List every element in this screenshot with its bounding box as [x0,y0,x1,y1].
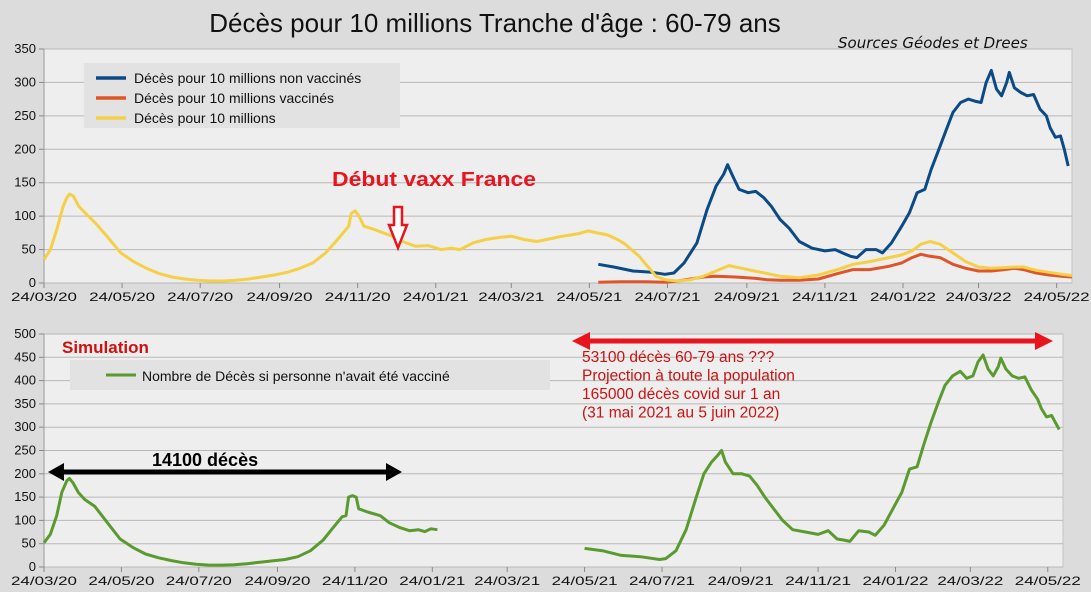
y-tick-label: 0 [29,559,36,574]
x-tick-label: 24/03/22 [946,290,1012,304]
x-tick-label: 24/07/20 [166,574,232,588]
annotation-debut-vaxx: Début vaxx France [332,169,536,191]
x-tick-label: 24/07/21 [629,574,695,588]
x-tick-label: 24/09/21 [708,574,774,588]
arrow-left-icon [572,332,590,350]
x-tick-label: 24/03/21 [478,290,544,304]
x-tick-label: 24/05/21 [556,290,622,304]
down-arrow-icon [387,205,409,252]
y-tick-label: 150 [14,489,36,504]
y-tick-label: 0 [29,275,36,290]
y-tick-label: 450 [14,349,36,364]
x-tick-label: 24/03/21 [474,574,540,588]
arrow-right-icon [386,463,402,481]
x-tick-label: 24/05/22 [1024,290,1090,304]
series-line-non_vaccines [598,68,1070,276]
x-tick-label: 24/05/20 [88,574,154,588]
x-tick-label: 24/09/21 [714,290,780,304]
y-tick-label: 250 [14,443,36,458]
arrow-left-icon [48,463,64,481]
y-tick-label: 300 [14,74,36,89]
annotation-projection-line: 53100 décès 60-79 ans ??? [582,349,775,366]
x-tick-label: 24/11/21 [785,574,851,588]
x-tick-label: 24/03/20 [11,290,77,304]
y-tick-label: 350 [14,396,36,411]
x-tick-label: 24/05/22 [1015,574,1081,588]
legend-label: Décès pour 10 millions [134,110,276,126]
x-tick-label: 24/01/22 [862,574,928,588]
x-tick-label: 24/03/20 [11,574,77,588]
arrow-right-icon [1035,332,1053,350]
x-tick-label: 24/07/21 [634,290,700,304]
chart-title: Décès pour 10 millions Tranche d'âge : 6… [209,8,781,38]
x-tick-label: 24/11/20 [322,574,388,588]
y-tick-label: 250 [14,108,36,123]
y-tick-label: 100 [14,512,36,527]
legend-label: Nombre de Décès si personne n'avait été … [142,368,450,384]
x-tick-label: 24/11/21 [792,290,858,304]
x-tick-label: 24/09/20 [247,290,313,304]
x-tick-label: 24/01/22 [870,290,936,304]
y-tick-label: 100 [14,208,36,223]
series-line-total [42,192,1073,283]
x-tick-label: 24/01/21 [403,290,469,304]
y-tick-label: 150 [14,175,36,190]
annotation-projection-line: (31 mai 2021 au 5 juin 2022) [582,405,779,422]
x-tick-label: 24/11/20 [325,290,391,304]
simulation-label: Simulation [62,338,149,357]
x-tick-label: 24/05/21 [552,574,618,588]
y-tick-label: 200 [14,466,36,481]
series-line-simulation [584,353,1061,561]
y-tick-label: 300 [14,419,36,434]
y-tick-label: 350 [14,41,36,56]
y-tick-label: 400 [14,373,36,388]
y-tick-label: 50 [22,242,36,257]
x-tick-label: 24/09/20 [244,574,310,588]
legend-box-simulation [70,360,550,390]
legend-box [84,63,400,128]
annotation-projection-line: Projection à toute la population [582,368,795,385]
series-line-simulation [42,477,438,567]
legend-label: Décès pour 10 millions non vaccinés [134,70,361,86]
annotation-14100: 14100 décès [152,450,258,470]
y-tick-label: 50 [22,536,36,551]
x-tick-label: 24/01/21 [399,574,465,588]
x-tick-label: 24/07/20 [167,290,233,304]
x-tick-label: 24/05/20 [89,290,155,304]
legend-label: Décès pour 10 millions vaccinés [134,90,334,106]
y-tick-label: 500 [14,326,36,341]
annotation-projection-line: 165000 décès covid sur 1 an [582,386,780,403]
x-tick-label: 24/03/22 [937,574,1003,588]
sources-note: Sources Géodes et Drees [838,34,1028,52]
y-tick-label: 200 [14,141,36,156]
